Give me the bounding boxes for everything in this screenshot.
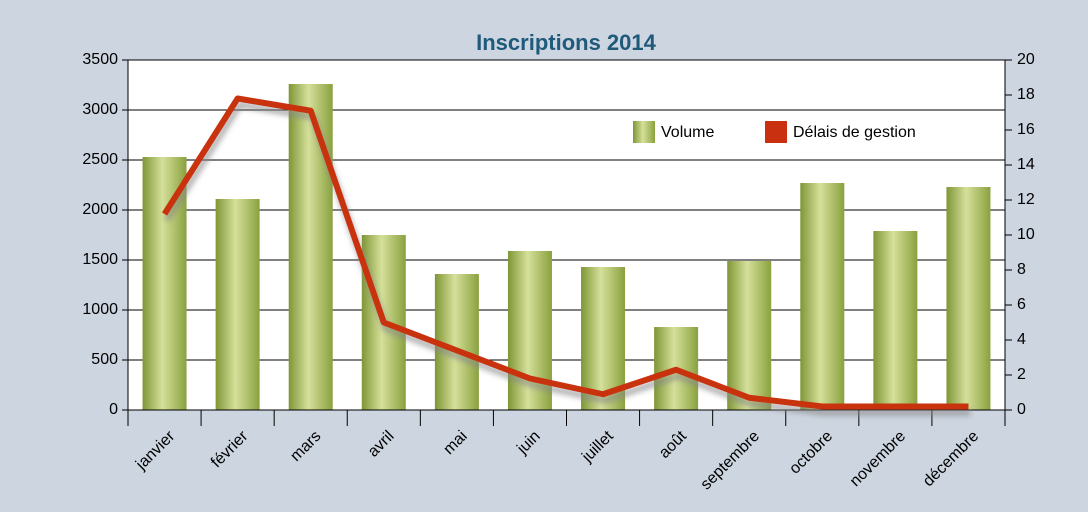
x-tick-label: octobre (786, 428, 836, 478)
plot-area (128, 60, 1005, 410)
bar (873, 231, 918, 410)
y-tick-label: 1500 (82, 251, 118, 268)
bar (507, 251, 552, 410)
x-tick-label: juillet (578, 427, 617, 466)
y-tick-label: 500 (91, 351, 118, 368)
y-tick-label: 3500 (82, 51, 118, 68)
x-tick-label: décembre (920, 428, 982, 490)
legend-label: Délais de gestion (793, 124, 916, 141)
bar (800, 183, 845, 410)
x-tick-label: février (208, 427, 252, 471)
y-tick-label: 2500 (82, 151, 118, 168)
y-tick-label: 3000 (82, 101, 118, 118)
y2-tick-label: 20 (1017, 51, 1035, 68)
y2-tick-label: 2 (1017, 366, 1026, 383)
y2-tick-label: 4 (1017, 331, 1026, 348)
legend-swatch (765, 121, 787, 143)
bar (215, 199, 260, 410)
x-tick-label: avril (365, 428, 398, 461)
y2-tick-label: 6 (1017, 296, 1026, 313)
y2-tick-label: 16 (1017, 121, 1035, 138)
y2-tick-label: 14 (1017, 156, 1035, 173)
x-tick-label: juin (513, 428, 543, 458)
legend-swatch (633, 121, 655, 143)
x-tick-label: mars (287, 428, 324, 465)
bar (946, 187, 991, 410)
y2-tick-label: 0 (1017, 401, 1026, 418)
y2-tick-label: 8 (1017, 261, 1026, 278)
y2-tick-label: 12 (1017, 191, 1035, 208)
y2-tick-label: 10 (1017, 226, 1035, 243)
x-tick-label: août (656, 427, 690, 461)
line (162, 95, 969, 410)
x-tick-label: janvier (132, 427, 179, 474)
bar (142, 157, 187, 410)
y-tick-label: 0 (109, 401, 118, 418)
bar (288, 84, 333, 410)
y2-tick-label: 18 (1017, 86, 1035, 103)
x-tick-label: septembre (698, 428, 764, 494)
x-tick-label: mai (440, 428, 470, 458)
chart-title: Inscriptions 2014 (476, 30, 657, 55)
x-tick-label: novembre (847, 428, 909, 490)
legend-label: Volume (661, 124, 714, 141)
y-tick-label: 1000 (82, 301, 118, 318)
bar (727, 261, 772, 410)
bar (581, 267, 626, 410)
y-tick-label: 2000 (82, 201, 118, 218)
